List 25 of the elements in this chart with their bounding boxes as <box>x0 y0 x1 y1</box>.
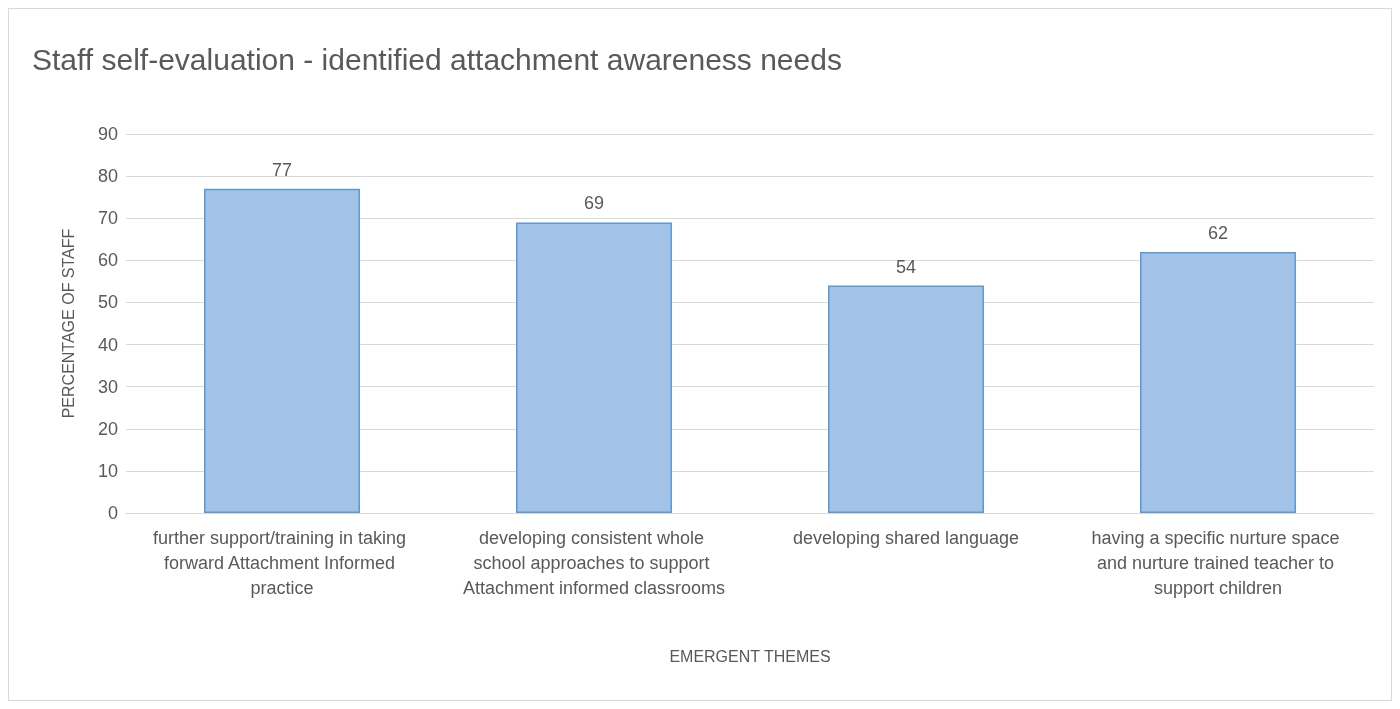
data-label: 77 <box>271 159 293 180</box>
y-tick-label: 50 <box>97 292 118 313</box>
x-tick-label: further support/training in taking forward Attachment Informed practice <box>152 527 412 598</box>
chart-title: Staff self-evaluation - identified attachment awareness needs <box>32 42 842 76</box>
x-axis-title: EMERGENT THEMES <box>669 647 831 665</box>
y-axis-title: PERCENTAGE OF STAFF <box>59 228 77 419</box>
y-tick-label: 10 <box>97 460 118 481</box>
y-tick-label: 30 <box>97 376 118 397</box>
y-tick-label: 0 <box>107 503 118 523</box>
y-tick-label: 40 <box>97 334 118 355</box>
y-tick-label: 20 <box>97 418 118 439</box>
y-tick-label: 70 <box>97 208 118 229</box>
x-tick-label: having a specific nurture space and nurture trained teacher to support children <box>1091 527 1345 598</box>
y-tick-label: 80 <box>97 166 118 187</box>
data-label: 54 <box>895 256 917 277</box>
y-tick-label: 90 <box>97 124 118 144</box>
bar <box>828 285 984 513</box>
bar <box>204 188 360 513</box>
bar <box>1140 251 1296 513</box>
bar <box>516 222 672 513</box>
data-label: 62 <box>1207 222 1229 243</box>
y-tick-label: 60 <box>97 250 118 271</box>
data-label: 69 <box>583 193 605 214</box>
x-tick-label: developing consistent whole school approaches to support Attachment informed classrooms <box>462 527 726 598</box>
x-tick-label: developing shared language <box>792 527 1020 548</box>
